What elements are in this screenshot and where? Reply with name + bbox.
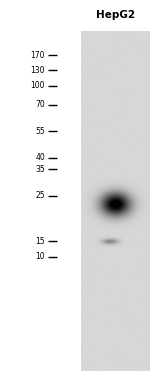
- Text: 55: 55: [35, 127, 45, 136]
- Text: 25: 25: [35, 191, 45, 200]
- Text: 35: 35: [35, 165, 45, 174]
- Text: 15: 15: [35, 237, 45, 246]
- Text: 40: 40: [35, 153, 45, 162]
- Text: HepG2: HepG2: [96, 10, 135, 19]
- Text: 170: 170: [30, 51, 45, 60]
- Text: 10: 10: [35, 252, 45, 261]
- Text: 130: 130: [30, 66, 45, 75]
- Text: 100: 100: [30, 81, 45, 90]
- Bar: [81, 32, 150, 370]
- Text: 70: 70: [35, 100, 45, 109]
